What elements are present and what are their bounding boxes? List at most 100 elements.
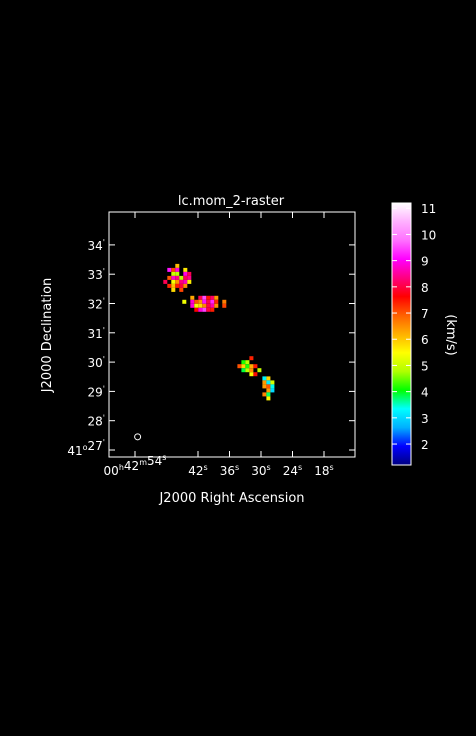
x-tick-label: 36s	[220, 463, 239, 478]
emission-pixel	[202, 299, 207, 304]
emission-pixel	[179, 287, 184, 292]
emission-pixel	[249, 356, 254, 361]
chart-title: lc.mom_2-raster	[178, 194, 285, 209]
emission-pixel	[198, 299, 203, 304]
colorbar-tick-label: 5	[421, 359, 429, 373]
emission-pixel	[270, 380, 275, 385]
emission-pixel	[202, 303, 207, 308]
emission-pixel	[175, 283, 180, 288]
x-axis-label: J2000 Right Ascension	[158, 491, 304, 506]
emission-pixel	[179, 275, 184, 280]
emission-pixel	[171, 283, 176, 288]
y-tick-label: 33'	[88, 267, 105, 282]
emission-pixel	[182, 299, 187, 304]
emission-pixel	[266, 392, 271, 397]
emission-pixel	[245, 368, 250, 373]
emission-pixel	[266, 388, 271, 393]
emission-pixel	[183, 275, 188, 280]
emission-pixel	[210, 303, 215, 308]
emission-pixel	[175, 275, 180, 280]
emission-pixel	[257, 368, 262, 373]
emission-pixel	[187, 279, 192, 284]
emission-pixel	[210, 307, 215, 312]
emission-pixel	[171, 287, 176, 292]
emission-pixel	[163, 279, 168, 284]
y-tick-label: 30'	[88, 355, 105, 370]
emission-pixel	[266, 396, 271, 401]
x-tick-label: 18s	[314, 463, 333, 478]
emission-pixel	[249, 364, 254, 369]
emission-pixel	[187, 275, 192, 280]
y-tick-label: 41o27'	[67, 438, 105, 458]
emission-pixels	[163, 263, 275, 401]
emission-pixel	[175, 271, 180, 276]
y-axis-ticks: 41o27' 28' 29' 30' 31' 32' 33' 34'	[67, 238, 355, 458]
emission-pixel	[210, 299, 215, 304]
colorbar-tick-label: 3	[421, 412, 429, 426]
emission-pixel	[167, 267, 172, 272]
colorbar-tick-label: 7	[421, 307, 429, 321]
emission-pixel	[190, 299, 195, 304]
emission-pixel	[241, 364, 246, 369]
emission-pixel	[183, 279, 188, 284]
emission-pixel	[262, 392, 267, 397]
colorbar-tick-label: 4	[421, 386, 429, 400]
colorbar-ticks: 2 3 4 5 6 7 8 9 10 11	[392, 202, 436, 452]
emission-pixel	[249, 368, 254, 373]
emission-pixel	[194, 307, 199, 312]
emission-pixel	[198, 295, 203, 300]
emission-pixel	[175, 263, 180, 268]
emission-pixel	[222, 303, 227, 308]
emission-pixel	[175, 279, 180, 284]
emission-pixel	[241, 368, 246, 373]
emission-pixel	[266, 380, 271, 385]
colorbar-gradient	[391, 202, 412, 466]
x-tick-label: 24s	[283, 463, 302, 478]
emission-pixel	[237, 364, 242, 369]
y-tick-label: 31'	[88, 326, 105, 341]
emission-pixel	[262, 376, 267, 381]
emission-pixel	[179, 279, 184, 284]
emission-pixel	[190, 303, 195, 308]
emission-pixel	[194, 303, 199, 308]
emission-pixel	[198, 307, 203, 312]
beam-ellipse	[134, 433, 142, 441]
emission-pixel	[206, 299, 211, 304]
colorbar-tick-label: 2	[421, 438, 429, 452]
emission-pixel	[214, 295, 219, 300]
emission-pixel	[183, 283, 188, 288]
emission-pixel	[270, 384, 275, 389]
emission-pixel	[206, 295, 211, 300]
x-axis-ticks: 00h42m54s 42s 36s 30s 24s 18s	[104, 212, 334, 478]
emission-pixel	[206, 307, 211, 312]
emission-pixel	[202, 307, 207, 312]
x-tick-label: 00h42m54s	[104, 453, 167, 478]
emission-pixel	[167, 275, 172, 280]
colorbar-tick-label: 6	[421, 333, 429, 347]
emission-pixel	[171, 267, 176, 272]
y-tick-label: 32'	[88, 297, 105, 312]
emission-pixel	[262, 380, 267, 385]
emission-pixel	[214, 303, 219, 308]
emission-pixel	[262, 384, 267, 389]
emission-pixel	[245, 360, 250, 365]
emission-pixel	[202, 295, 207, 300]
x-tick-label: 42s	[188, 463, 207, 478]
emission-pixel	[253, 372, 258, 377]
emission-pixel	[249, 372, 254, 377]
y-tick-label: 28'	[88, 414, 105, 429]
y-tick-label: 34'	[88, 238, 105, 253]
emission-pixel	[179, 283, 184, 288]
colorbar-label: (km/s)	[443, 314, 458, 356]
colorbar-tick-label: 10	[421, 228, 436, 242]
emission-pixel	[183, 267, 188, 272]
emission-pixel	[190, 295, 195, 300]
emission-pixel	[206, 303, 211, 308]
emission-pixel	[266, 376, 271, 381]
emission-pixel	[167, 283, 172, 288]
y-axis-label: J2000 Declination	[40, 278, 55, 394]
plot-area: 00h42m54s 42s 36s 30s 24s 18s 41o27' 28' 29' 30'…	[67, 211, 356, 478]
colorbar: 2 3 4 5 6 7 8 9 10 11 (km/s)	[391, 202, 458, 466]
emission-pixel	[253, 364, 258, 369]
